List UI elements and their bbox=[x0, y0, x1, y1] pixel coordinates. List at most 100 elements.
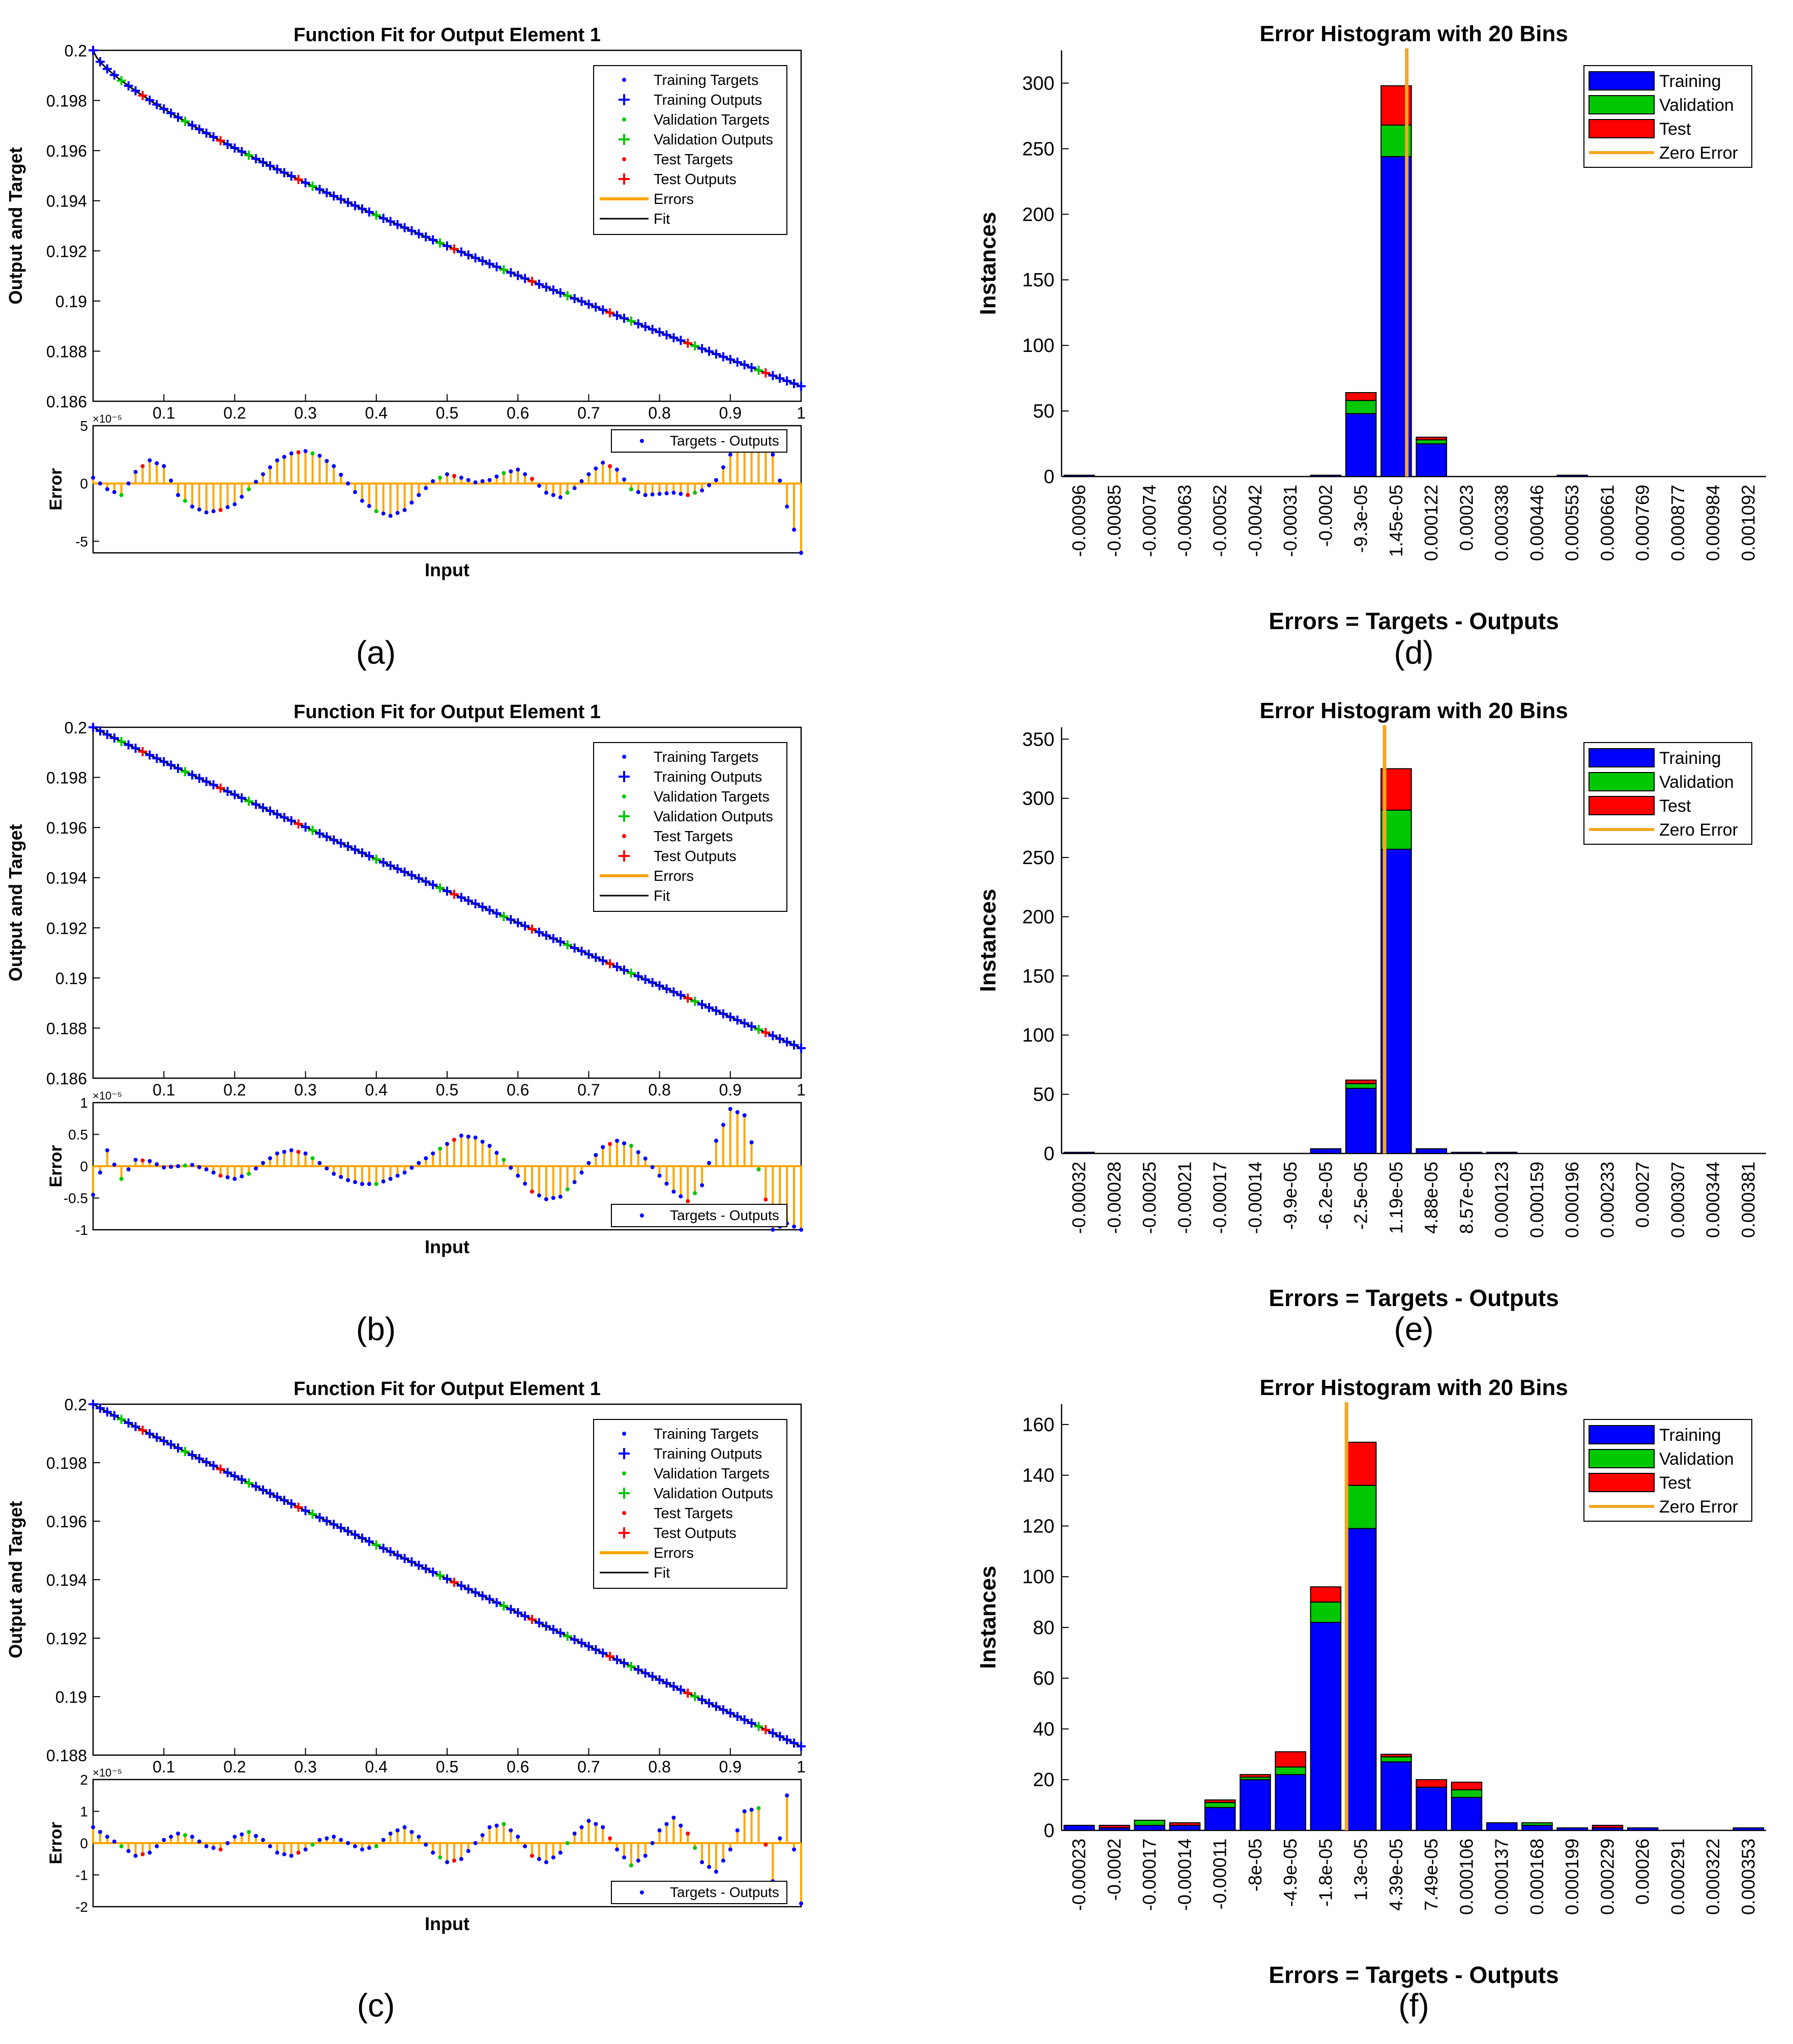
error-point bbox=[346, 1841, 350, 1845]
panel-label: (b) bbox=[356, 1311, 396, 1347]
error-point bbox=[218, 1847, 223, 1852]
error-point bbox=[785, 505, 789, 509]
error-point bbox=[232, 1177, 237, 1181]
x-tick-label: -2.5e-05 bbox=[1350, 1162, 1371, 1230]
error-y-tick-label: 0 bbox=[80, 476, 88, 492]
y-tick-label: 0.196 bbox=[46, 1513, 87, 1531]
x-tick-label: 8.57e-05 bbox=[1456, 1162, 1477, 1234]
error-point bbox=[275, 1850, 279, 1855]
bar-validation bbox=[1345, 1485, 1377, 1529]
error-y-tick-label: -5 bbox=[75, 534, 88, 549]
error-point bbox=[275, 1151, 279, 1156]
bar-training bbox=[1486, 1822, 1518, 1831]
error-point bbox=[629, 1144, 633, 1148]
error-point bbox=[360, 1182, 364, 1186]
y-tick-label: 300 bbox=[1022, 788, 1054, 810]
legend-label: Validation Outputs bbox=[654, 1486, 773, 1502]
error-point bbox=[247, 487, 251, 491]
error-point bbox=[431, 1151, 435, 1156]
legend-label: Validation Outputs bbox=[654, 809, 773, 825]
legend-label: Errors bbox=[654, 1545, 694, 1561]
x-tick-label: 0.2 bbox=[223, 1758, 246, 1776]
x-tick-label: -0.00085 bbox=[1104, 485, 1125, 557]
error-point bbox=[261, 472, 266, 477]
x-tick-label: 0.5 bbox=[436, 1081, 458, 1099]
error-point bbox=[211, 509, 216, 514]
error-point bbox=[232, 502, 237, 507]
error-point bbox=[643, 493, 648, 497]
fit-legend: Training Targets Training Outputs Validati… bbox=[593, 65, 787, 235]
output-markers bbox=[89, 723, 806, 1053]
output-markers bbox=[89, 46, 806, 391]
error-exponent: ×10⁻⁵ bbox=[93, 1766, 122, 1779]
x-tick-label: 0.7 bbox=[577, 404, 600, 422]
error-point bbox=[756, 1806, 761, 1811]
x-tick-label: 0.8 bbox=[648, 1758, 670, 1776]
error-point bbox=[445, 1142, 449, 1146]
error-point bbox=[494, 1150, 499, 1155]
y-tick-label: 0.194 bbox=[46, 1571, 87, 1589]
error-point bbox=[650, 492, 655, 497]
error-point bbox=[693, 1191, 697, 1196]
error-point bbox=[473, 1841, 478, 1845]
x-tick-label: 0.001092 bbox=[1738, 485, 1758, 561]
legend-target-swatch bbox=[622, 834, 626, 838]
y-tick-label: 0.186 bbox=[46, 393, 87, 411]
fit-legend: Training Targets Training Outputs Validati… bbox=[593, 742, 787, 912]
bar-test bbox=[1345, 392, 1377, 401]
fit-panel-a: Function Fit for Output Element 1 0.186 0.… bbox=[5, 24, 806, 671]
error-exponent: ×10⁻⁵ bbox=[93, 412, 122, 425]
error-y-label: Error bbox=[46, 468, 66, 510]
bar-test bbox=[1204, 1799, 1236, 1803]
error-point bbox=[650, 1841, 655, 1845]
error-point bbox=[792, 527, 797, 532]
y-tick-label: 0.188 bbox=[46, 342, 87, 361]
error-point bbox=[622, 1855, 626, 1860]
error-point bbox=[339, 1175, 343, 1179]
error-point bbox=[509, 469, 513, 473]
error-point bbox=[487, 1144, 492, 1148]
error-point bbox=[615, 1847, 620, 1852]
error-point bbox=[664, 491, 669, 495]
error-point bbox=[303, 1847, 308, 1852]
error-point bbox=[140, 1158, 145, 1163]
error-point bbox=[530, 477, 535, 481]
bar-training bbox=[1556, 475, 1588, 477]
error-point bbox=[792, 1224, 797, 1229]
error-point bbox=[643, 1854, 648, 1858]
legend-swatch bbox=[1589, 1473, 1655, 1492]
error-point bbox=[388, 514, 393, 518]
error-point bbox=[162, 1838, 166, 1842]
error-point bbox=[537, 1193, 541, 1198]
y-tick-label: 0.192 bbox=[46, 919, 87, 937]
y-tick-label: 0 bbox=[1044, 466, 1054, 488]
error-point bbox=[749, 1808, 754, 1812]
y-tick-label: 50 bbox=[1033, 401, 1054, 422]
bar-training bbox=[1345, 1528, 1377, 1831]
error-point bbox=[671, 1816, 676, 1820]
error-y-tick-label: 1 bbox=[80, 1095, 88, 1111]
error-point bbox=[480, 479, 485, 484]
hist-legend: Training Validation Test Zero Error bbox=[1583, 1419, 1752, 1522]
bar-test bbox=[1592, 1825, 1624, 1829]
error-point bbox=[133, 469, 138, 474]
error-point bbox=[601, 1145, 605, 1149]
error-point bbox=[679, 492, 683, 496]
bar-validation bbox=[1204, 1802, 1236, 1809]
error-point bbox=[296, 450, 301, 455]
hist-panel-d: Error Histogram with 20 Bins 0 50 100 150 200… bbox=[976, 21, 1766, 671]
error-point bbox=[388, 1831, 393, 1836]
legend-label: Validation bbox=[1659, 96, 1734, 115]
x-tick-label: -9.9e-05 bbox=[1280, 1162, 1301, 1230]
error-point bbox=[608, 1142, 612, 1146]
bar-training bbox=[1063, 1151, 1095, 1154]
error-point bbox=[530, 1190, 535, 1194]
bar-validation bbox=[1310, 1602, 1342, 1623]
y-axis-label: Output and Target bbox=[5, 147, 26, 304]
x-tick-label: 0.000159 bbox=[1526, 1162, 1547, 1238]
x-tick-label: 0.000344 bbox=[1702, 1162, 1723, 1238]
error-y-tick-label: 0.5 bbox=[68, 1127, 88, 1143]
error-point bbox=[671, 1190, 676, 1194]
error-point bbox=[332, 1834, 336, 1839]
